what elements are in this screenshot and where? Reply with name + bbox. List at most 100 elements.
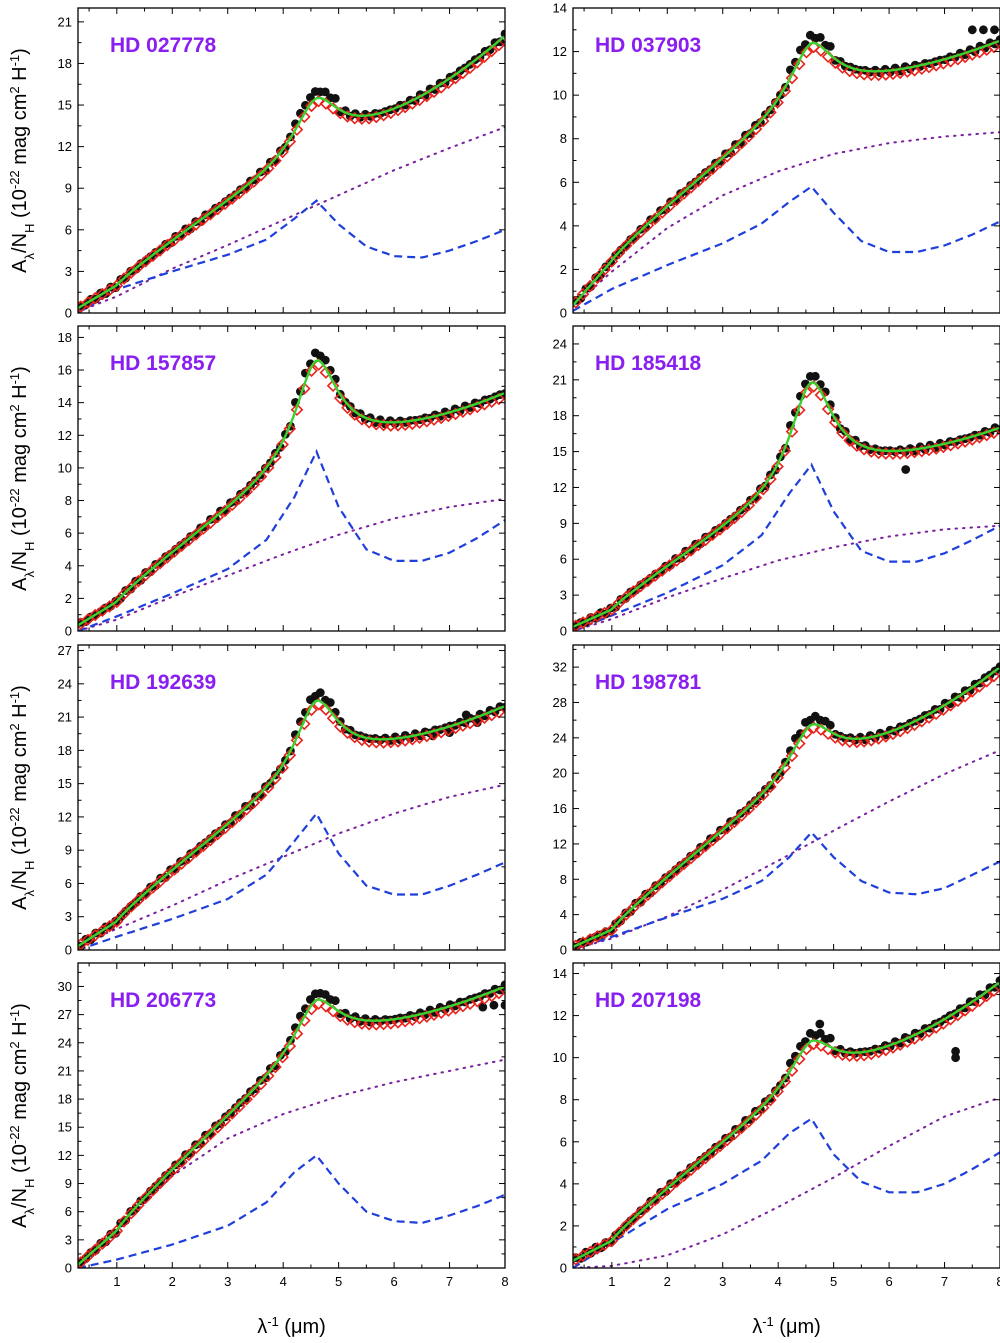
panel-frame (572, 962, 1000, 1269)
model-point (713, 156, 727, 169)
plot-area-5 (78, 688, 505, 950)
x-tick-label: 8 (996, 1274, 1000, 1289)
star-name-label: HD 185418 (595, 352, 702, 375)
panel-5: 0 3 6 9 12 15 18 21 24 27 HD 192639 (58, 643, 506, 958)
model-point (240, 802, 253, 816)
model-point (204, 207, 217, 221)
dashed-component-curve (78, 199, 505, 313)
panel-frame (77, 962, 506, 1269)
x-ticks (88, 326, 506, 631)
model-point (218, 197, 232, 211)
x-ticks (88, 645, 506, 950)
y-tick-label: 6 (560, 552, 567, 567)
model-point (276, 438, 289, 451)
x-tick-label: 5 (335, 1274, 342, 1289)
star-name-label: HD 157857 (110, 352, 216, 375)
observed-point (320, 355, 330, 365)
model-point (218, 1114, 232, 1127)
model-point (699, 839, 712, 853)
y-tick-label: 24 (553, 730, 567, 745)
model-point (240, 181, 253, 194)
x-axis-title: λ-1 (μm) (257, 1314, 326, 1339)
y-ticks: 0 3 6 9 12 15 18 21 24 27 (58, 643, 505, 958)
star-name-label: HD 207198 (595, 989, 702, 1012)
model-point (326, 711, 340, 725)
model-point (269, 772, 282, 785)
model-point (182, 1148, 196, 1162)
y-tick-label: 16 (553, 801, 567, 816)
y-tick-label: 3 (65, 264, 72, 279)
model-point (598, 263, 611, 277)
model-point (139, 568, 153, 582)
observed-points (573, 371, 1000, 631)
model-point (749, 795, 763, 809)
model-points (78, 358, 505, 631)
y-tick-label: 24 (553, 336, 567, 351)
model-point (117, 907, 131, 920)
dashed-component-curve (78, 1153, 505, 1268)
y-tick-label: 6 (560, 1134, 567, 1149)
model-point (283, 422, 297, 436)
model-point (634, 1206, 648, 1219)
dashed-component-curve (573, 830, 1000, 950)
x-tick-label: 5 (830, 1274, 837, 1289)
y-tick-label: 12 (553, 44, 567, 59)
model-point (261, 781, 275, 794)
model-point (160, 238, 174, 252)
model-point (168, 233, 181, 247)
observed-point (330, 996, 340, 1006)
fit-total-curve (78, 359, 505, 627)
model-point (189, 845, 203, 859)
model-point (225, 1107, 239, 1120)
model-point (132, 1198, 145, 1212)
model-point (706, 833, 720, 847)
model-point (742, 498, 756, 512)
model-point (305, 99, 318, 113)
x-tick-label: 4 (280, 1274, 287, 1289)
model-point (771, 771, 784, 785)
observed-point (901, 465, 911, 474)
model-point (290, 1027, 304, 1041)
model-point (211, 827, 225, 841)
model-point (655, 206, 669, 219)
model-point (124, 266, 138, 279)
observed-point (990, 25, 999, 35)
model-point (619, 908, 633, 921)
model-point (655, 1187, 669, 1201)
y-tick-label: 14 (58, 395, 72, 410)
panel-frame (572, 644, 1000, 951)
model-point (117, 1215, 131, 1228)
model-point (684, 851, 698, 865)
model-point (175, 228, 189, 242)
y-tick-label: 32 (553, 660, 567, 675)
observed-point (315, 688, 325, 697)
y-tick-label: 8 (560, 872, 567, 887)
model-point (663, 869, 676, 883)
plot-area-2 (573, 25, 1000, 312)
y-tick-label: 6 (65, 222, 72, 237)
panel-frame (77, 7, 506, 314)
x-tick-label: 1 (113, 1274, 120, 1289)
x-tick-label: 8 (501, 1274, 508, 1289)
model-point (627, 232, 640, 245)
model-point (735, 136, 748, 150)
y-axis-title: Aλ/NH (10-22 mag cm2 H-1) (7, 1003, 37, 1228)
model-point (139, 887, 153, 901)
x-tick-label: 2 (664, 1274, 671, 1289)
model-point (677, 857, 691, 871)
model-point (240, 1092, 253, 1106)
observed-point (815, 33, 825, 42)
model-point (283, 135, 297, 148)
model-point (720, 1133, 734, 1147)
model-point (778, 1075, 792, 1089)
y-tick-label: 12 (553, 1008, 567, 1023)
model-point (297, 717, 311, 731)
model-point (139, 1191, 153, 1205)
model-point (225, 815, 239, 829)
model-point (168, 1162, 181, 1176)
x-ticks (583, 326, 1000, 631)
model-point (677, 187, 691, 200)
model-point (247, 478, 261, 491)
x-ticks (88, 8, 506, 313)
model-point (276, 1050, 289, 1064)
